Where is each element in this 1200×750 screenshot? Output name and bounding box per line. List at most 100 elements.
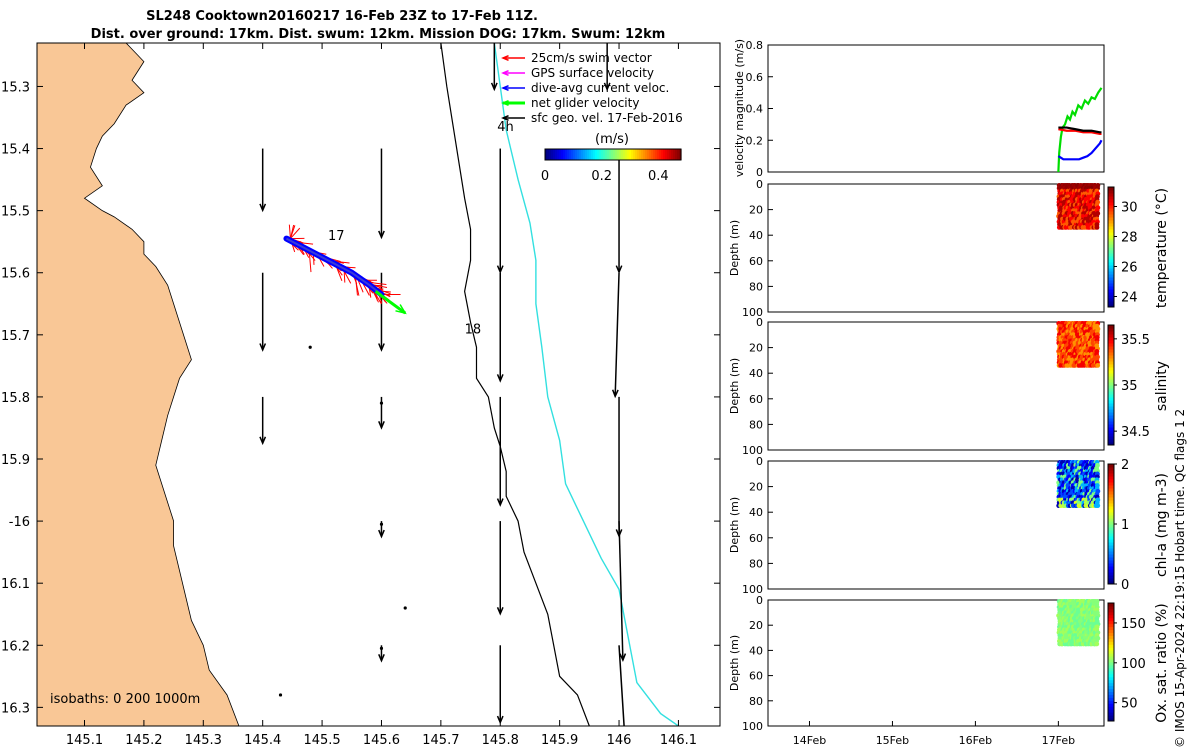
colorbar-cell: [1108, 289, 1114, 293]
islet: [278, 693, 283, 697]
colorbar-cell: [1108, 500, 1114, 504]
colorbar-cell: [549, 149, 552, 160]
legend-swatch-head: [501, 54, 509, 62]
y-tick-label: 80: [749, 695, 763, 708]
colorbar-tick-label: 0.4: [648, 169, 669, 184]
sfc-vector-head: [259, 436, 267, 446]
footer-credit: © IMOS 15-Apr-2024 22:19:15 Hobart time.…: [1173, 409, 1187, 748]
colorbar-cell: [1108, 575, 1114, 579]
y-tick-label: 60: [749, 532, 763, 545]
colorbar-cell: [1108, 476, 1114, 480]
chl-a-sample: [1095, 503, 1101, 509]
temperature-panel: 0 20 40 60 80 100 Depth (m) 24 26 28 30 temperature…: [728, 178, 1170, 319]
colorbar-cell: [1108, 253, 1114, 257]
sfc-vector: [378, 148, 385, 240]
colorbar-cell: [1108, 400, 1114, 404]
colorbar-cell: [573, 149, 576, 160]
net-glider-velocity-head: [395, 304, 407, 315]
colorbar-cell: [657, 149, 660, 160]
sfc-vector: [490, 43, 498, 92]
colorbar-cell: [1108, 506, 1114, 510]
colorbar-cell: [1108, 715, 1114, 719]
colorbar-cell: [1108, 259, 1114, 263]
sfc-vector: [496, 521, 504, 616]
colorbar-cell: [601, 149, 604, 160]
y-axis-label: Depth (m): [728, 220, 741, 276]
y-tick-label: -16: [9, 515, 30, 530]
y-tick-label: 15.7: [1, 329, 30, 344]
colorbar-cell: [659, 149, 662, 160]
colorbar-cell: [1108, 376, 1114, 380]
legend-item: dive-avg current veloc.: [501, 81, 669, 95]
y-tick-label: 0: [756, 455, 763, 468]
y-tick-label: 0: [756, 166, 763, 179]
colorbar-cell: [1108, 718, 1114, 722]
sfc-vector-shaft: [614, 272, 620, 397]
y-tick-label: 15.8: [1, 391, 30, 406]
colorbar-cell: [547, 149, 550, 160]
colorbar-cell: [1108, 286, 1114, 290]
y-tick-label: 60: [749, 393, 763, 406]
legend-label: sfc geo. vel. 17-Feb-2016: [531, 111, 683, 125]
colorbar-cell: [1108, 298, 1114, 302]
y-tick-label: 0.6: [746, 71, 764, 84]
colorbar-cell: [1108, 509, 1114, 513]
colorbar-cell: [1108, 304, 1114, 308]
colorbar-cell: [1108, 527, 1114, 531]
legend-label: 25cm/s swim vector: [531, 51, 652, 65]
x-tick-label: 146.1: [660, 733, 697, 748]
colorbar-tick-label: 24: [1121, 291, 1138, 306]
colorbar-cell: [577, 149, 580, 160]
sfc-vector: [378, 521, 385, 539]
colorbar-cell: [1108, 676, 1114, 681]
x-tick-label: 146: [607, 733, 632, 748]
colorbar-cell: [593, 149, 596, 160]
colorbar-cell: [649, 149, 652, 160]
y-tick-label: 15.9: [1, 453, 30, 468]
colorbar-cell: [1108, 659, 1114, 663]
velocity-series-line: [1058, 126, 1102, 134]
colorbar-cell: [1108, 512, 1114, 516]
sfc-vector-head: [259, 343, 267, 352]
colorbar-tick-label: 28: [1121, 231, 1138, 246]
colorbar-cell: [1108, 271, 1114, 275]
salinity-axes-box: [767, 321, 1105, 451]
legend-item: net glider velocity: [501, 96, 639, 110]
colorbar-cell: [1108, 644, 1114, 648]
land-mass: [37, 43, 240, 726]
legend-swatch-head: [501, 69, 509, 77]
colorbar-cell: [559, 149, 562, 160]
sfc-vector: [378, 645, 385, 663]
colorbar-tick-label: 26: [1121, 261, 1138, 276]
sfc-vector-head: [496, 498, 504, 507]
legend-item: GPS surface velocity: [501, 66, 654, 80]
y-tick-label: 20: [749, 481, 763, 494]
colorbar-tick-label: 2: [1121, 458, 1129, 473]
chl-a-axes-box: [767, 460, 1105, 590]
sfc-vector: [259, 396, 267, 446]
colorbar-cell: [1108, 632, 1114, 636]
colorbar-cell: [1108, 685, 1114, 690]
colorbar-cell: [1108, 697, 1114, 701]
velocity-series-line: [1057, 139, 1103, 161]
colorbar-tick-label: 0: [541, 169, 549, 184]
colorbar-cell: [1108, 491, 1114, 495]
colorbar-cell: [1108, 581, 1114, 585]
colorbar-cell: [1108, 603, 1114, 607]
colorbar-cell: [1108, 433, 1114, 437]
sfc-vector-head: [496, 607, 504, 616]
colorbar-cell: [1108, 235, 1114, 239]
colorbar-cell: [1108, 653, 1114, 657]
colorbar-cell: [1108, 503, 1114, 507]
colorbar-cell: [637, 149, 640, 160]
y-tick-label: 0.2: [746, 134, 764, 147]
colorbar-tick-label: 35.5: [1121, 333, 1150, 348]
x-tick-label: 145.8: [482, 733, 519, 748]
colorbar-cell: [661, 149, 664, 160]
sfc-vector: [496, 148, 504, 275]
colorbar-cell: [1108, 196, 1114, 200]
temperature-axes-box: [767, 183, 1105, 313]
colorbar-cell: [1108, 515, 1114, 519]
colorbar-cell: [1108, 578, 1114, 582]
